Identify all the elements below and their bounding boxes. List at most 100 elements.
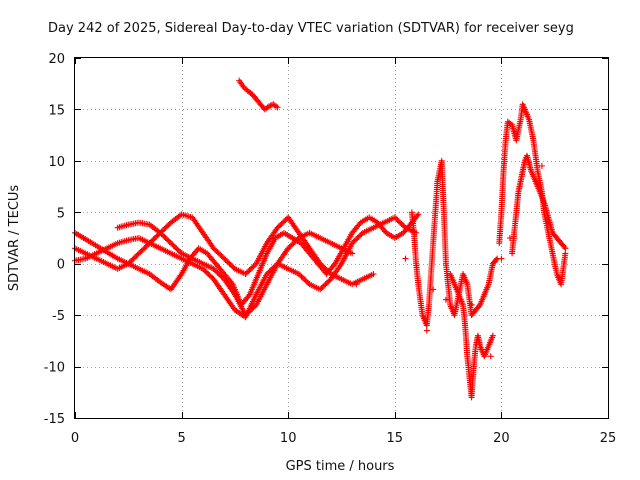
x-tick-label: 25 — [600, 431, 617, 446]
data-point — [498, 255, 505, 262]
data-marker — [137, 249, 144, 256]
data-point — [285, 245, 292, 252]
data-marker — [162, 235, 169, 241]
data-marker — [165, 237, 172, 244]
data-marker — [250, 304, 257, 311]
data-marker — [294, 236, 301, 243]
data-marker — [323, 280, 330, 286]
axis-ticks — [75, 58, 609, 419]
data-marker — [246, 308, 253, 315]
data-marker — [150, 236, 157, 243]
data-marker — [278, 220, 285, 227]
y-tick-label: 20 — [48, 52, 65, 67]
data-marker — [350, 238, 357, 245]
data-marker — [162, 224, 169, 231]
data-marker — [174, 246, 181, 253]
data-marker — [145, 241, 152, 248]
data-point — [240, 83, 247, 90]
data-marker — [203, 269, 210, 276]
data-marker — [247, 265, 254, 272]
data-point — [263, 271, 270, 277]
data-marker — [358, 231, 365, 238]
data-marker — [166, 238, 173, 245]
data-marker — [151, 235, 158, 241]
data-marker — [281, 218, 288, 225]
y-tick-label: -10 — [44, 361, 65, 376]
data-point — [146, 240, 153, 247]
data-marker — [141, 245, 148, 252]
data-marker — [201, 267, 208, 274]
data-marker — [211, 267, 218, 274]
data-point — [167, 240, 174, 247]
y-tick-label: -5 — [52, 309, 65, 324]
data-marker — [214, 249, 221, 256]
data-marker — [322, 265, 329, 272]
y-tick-label: 0 — [57, 258, 65, 273]
data-marker — [401, 223, 408, 230]
data-marker — [357, 232, 364, 239]
data-point — [562, 250, 569, 257]
data-marker — [211, 246, 218, 253]
data-marker — [225, 259, 232, 266]
data-marker — [286, 244, 293, 250]
data-point — [266, 103, 273, 110]
data-marker — [207, 273, 214, 280]
data-marker — [353, 236, 360, 243]
data-marker — [169, 241, 176, 248]
data-points — [72, 77, 569, 401]
data-marker — [277, 222, 284, 229]
data-marker — [279, 219, 286, 226]
data-marker — [241, 85, 248, 92]
data-marker — [163, 223, 170, 230]
data-point — [242, 312, 249, 319]
data-marker — [227, 262, 234, 268]
data-marker — [159, 232, 166, 239]
data-marker — [202, 268, 209, 275]
data-marker — [287, 242, 294, 249]
data-marker — [298, 273, 305, 280]
data-point — [506, 235, 513, 241]
x-axis-label: GPS time / hours — [286, 459, 395, 474]
data-marker — [319, 263, 326, 270]
data-marker — [158, 231, 165, 238]
data-marker — [245, 268, 252, 275]
data-marker — [561, 244, 568, 250]
data-point — [353, 281, 360, 288]
data-marker — [127, 258, 134, 265]
data-point — [487, 353, 494, 360]
x-tick-label: 15 — [387, 431, 404, 446]
data-marker — [291, 238, 298, 245]
data-marker — [355, 233, 362, 240]
x-tick-label: 0 — [71, 431, 79, 446]
x-tick-label: 5 — [177, 431, 185, 446]
data-marker — [206, 272, 213, 279]
data-marker — [149, 237, 156, 244]
data-marker — [138, 247, 145, 254]
data-point — [391, 214, 398, 221]
data-marker — [293, 237, 300, 244]
y-tick-labels: -15 -10 -5 0 5 10 15 20 — [44, 52, 65, 427]
data-marker — [133, 253, 140, 259]
data-marker — [171, 244, 178, 250]
data-marker — [147, 238, 154, 245]
y-tick-label: 15 — [48, 103, 65, 118]
data-marker — [218, 253, 225, 259]
data-point — [210, 245, 217, 252]
data-marker — [129, 256, 136, 263]
data-marker — [165, 222, 172, 229]
x-tick-label: 10 — [280, 431, 297, 446]
data-marker — [215, 250, 222, 257]
data-marker — [395, 218, 402, 225]
data-marker — [214, 269, 221, 276]
data-point — [402, 255, 409, 262]
data-point — [199, 265, 206, 272]
data-marker — [161, 233, 168, 240]
data-marker — [297, 272, 304, 279]
data-marker — [170, 242, 177, 249]
data-marker — [301, 276, 308, 283]
data-marker — [243, 310, 250, 317]
data-marker — [318, 262, 325, 268]
data-point — [489, 332, 496, 339]
data-marker — [319, 283, 326, 290]
